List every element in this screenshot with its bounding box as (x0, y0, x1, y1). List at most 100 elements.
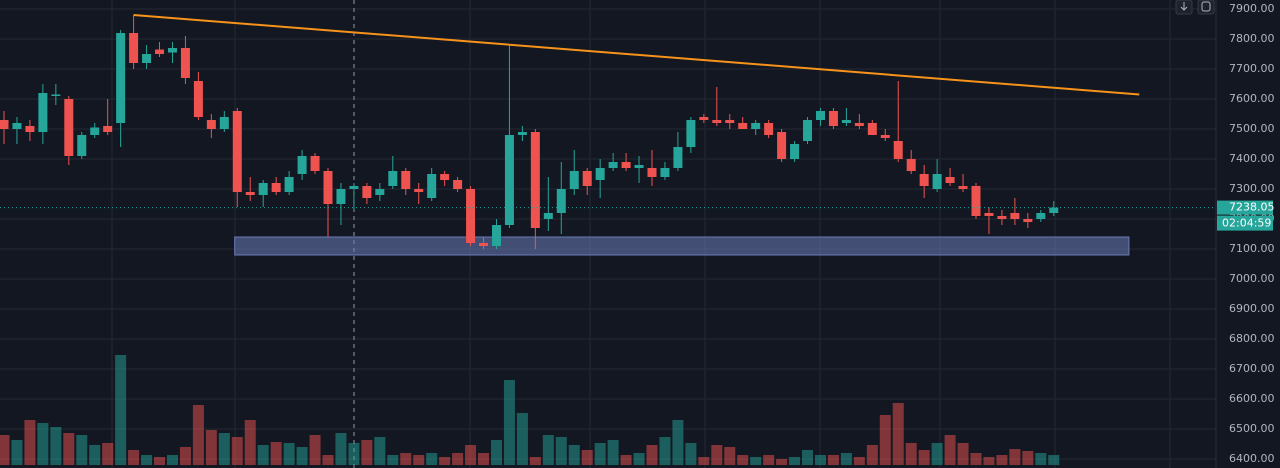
volume-bar (750, 457, 762, 465)
volume-bar (879, 415, 891, 465)
volume-bar (1009, 449, 1021, 465)
candle-body (854, 123, 864, 126)
candle-body (167, 48, 177, 53)
candle-body (258, 183, 268, 195)
candle-body (466, 189, 476, 243)
volume-bar (76, 435, 88, 465)
volume-bar (1035, 453, 1047, 465)
volume-bar (944, 435, 956, 465)
candle-body (815, 111, 825, 120)
volume-bar (465, 445, 477, 465)
volume-bar (581, 450, 593, 465)
volume-bar (50, 427, 62, 465)
candle-body (297, 156, 307, 174)
candle-body (180, 48, 190, 78)
candle-body (595, 168, 605, 180)
volume-bar (827, 455, 839, 465)
candle-body (984, 213, 994, 216)
volume-bar (983, 457, 995, 465)
volume-bar (361, 440, 373, 465)
volume-bar (931, 443, 943, 465)
candle-body (556, 189, 566, 213)
candle-body (1049, 207, 1059, 213)
candle-body (634, 165, 644, 168)
candle-body (427, 174, 437, 198)
volume-bar (283, 443, 295, 465)
last-price-tag (1217, 200, 1273, 215)
volume-bar (154, 457, 166, 465)
volume-bar (166, 455, 178, 465)
candle-body (51, 94, 61, 96)
volume-bar (141, 455, 153, 465)
volume-bar (205, 430, 217, 465)
candle-body (543, 213, 553, 219)
volume-bar (918, 450, 930, 465)
candle-body (647, 168, 657, 177)
y-tick-label: 6400.00 (1229, 452, 1275, 465)
volume-bar (996, 455, 1008, 465)
volume-bar (724, 447, 736, 465)
candle-body (90, 127, 100, 135)
volume-bar (620, 455, 632, 465)
volume-bar (244, 420, 256, 465)
candle-body (764, 123, 774, 135)
candle-body (517, 132, 527, 135)
candle-body (997, 216, 1007, 219)
volume-bar (633, 453, 645, 465)
candle-body (479, 243, 489, 246)
volume-bar (374, 437, 386, 465)
down-arrow-icon (1180, 2, 1188, 11)
volume-bar (413, 455, 425, 465)
volume-bar (348, 443, 360, 465)
volume-bar (802, 450, 814, 465)
candle-body (777, 132, 787, 159)
candle-body (362, 186, 372, 198)
last-price-label: 7238.05 (1229, 201, 1275, 214)
volume-bar (1048, 455, 1060, 465)
candle-body (1023, 219, 1033, 222)
volume-bar (218, 433, 230, 465)
volume-bar (594, 443, 606, 465)
y-tick-label: 6800.00 (1229, 332, 1275, 345)
candle-body (1036, 213, 1046, 219)
volume-bar (426, 453, 438, 465)
volume-bar (89, 445, 101, 465)
volume-bar (659, 437, 671, 465)
candle-body (453, 180, 463, 189)
volume-bar (387, 455, 399, 465)
candle-body (12, 123, 22, 129)
candle-body (738, 123, 748, 129)
candle-body (686, 120, 696, 147)
volume-bar (957, 443, 969, 465)
candle-body (388, 171, 398, 186)
volume-bar (257, 445, 269, 465)
candle-body (77, 135, 87, 156)
y-tick-label: 6700.00 (1229, 362, 1275, 375)
volume-bar (607, 440, 619, 465)
candle-body (751, 123, 761, 129)
candle-body (958, 186, 968, 189)
candle-body (116, 33, 126, 123)
volume-bar (296, 447, 308, 465)
candle-body (64, 99, 74, 156)
y-tick-label: 7100.00 (1229, 242, 1275, 255)
candle-body (129, 33, 139, 63)
fullscreen-icon (1201, 1, 1211, 12)
candle-body (608, 162, 618, 168)
volume-bar (503, 380, 515, 465)
candle-body (945, 177, 955, 183)
y-tick-label: 6600.00 (1229, 392, 1275, 405)
volume-bar (231, 437, 243, 465)
trendline (133, 14, 1140, 96)
volume-bar (555, 437, 567, 465)
candle-body (38, 93, 48, 132)
volume-bar (322, 455, 334, 465)
candle-body (414, 189, 424, 192)
candle-body (375, 189, 385, 195)
volume-bar (776, 459, 788, 465)
candle-body (193, 81, 203, 117)
volume-bar (192, 405, 204, 465)
volume-bar (737, 455, 749, 465)
